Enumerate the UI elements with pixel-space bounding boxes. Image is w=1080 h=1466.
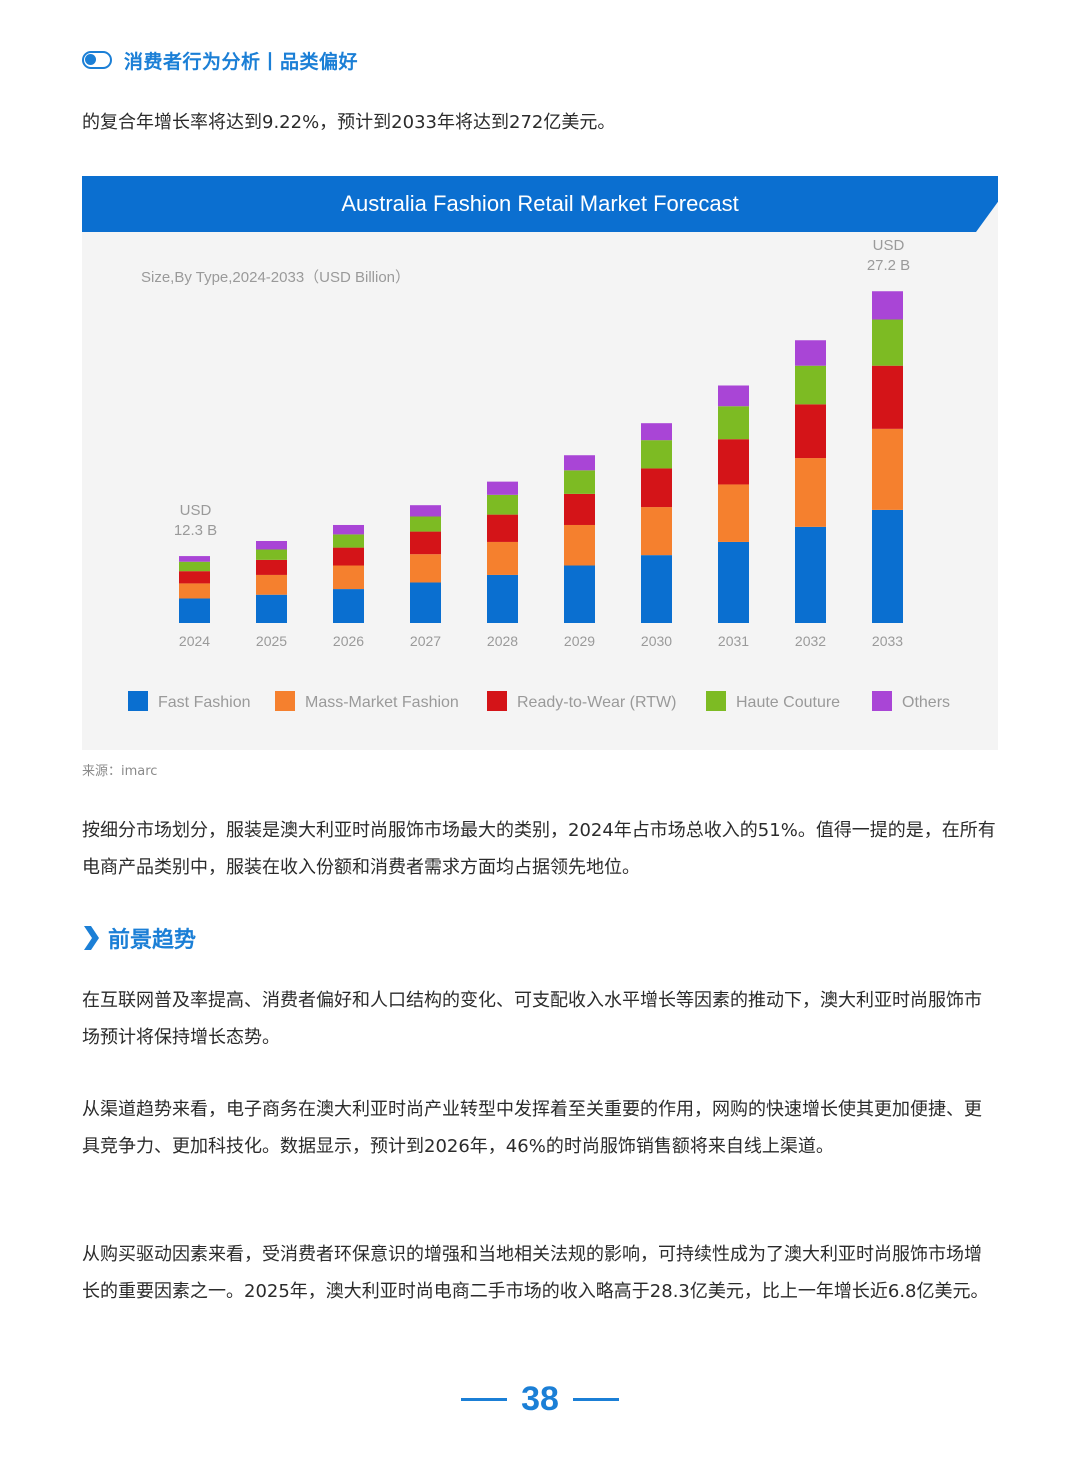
- bar-segment-2027-mass-market-fashion: [410, 554, 441, 583]
- bar-segment-2033-fast-fashion: [872, 509, 903, 623]
- bar-segment-2029-mass-market-fashion: [564, 524, 595, 566]
- bar-segment-2026-fast-fashion: [333, 589, 364, 623]
- bar-segment-2033-haute-couture: [872, 319, 903, 366]
- x-tick-label: 2025: [256, 633, 287, 649]
- bar-segment-2030-haute-couture: [641, 440, 672, 469]
- x-tick-label: 2032: [795, 633, 826, 649]
- bar-segment-2028-haute-couture: [487, 494, 518, 515]
- total-label-unit: USD: [180, 502, 212, 519]
- x-tick-label: 2027: [410, 633, 441, 649]
- legend-swatch: [706, 691, 726, 711]
- bar-segment-2030-ready-to-wear-rtw-: [641, 468, 672, 508]
- page-number: 38: [521, 1379, 559, 1418]
- bar-segment-2031-mass-market-fashion: [718, 484, 749, 542]
- legend-label: Mass-Market Fashion: [305, 694, 459, 711]
- intro-text: 的复合年增长率将达到9.22%，预计到2033年将达到272亿美元。: [82, 112, 616, 133]
- bar-segment-2029-fast-fashion: [564, 565, 595, 623]
- bar-segment-2025-fast-fashion: [256, 594, 287, 623]
- bar-segment-2029-others: [564, 455, 595, 471]
- footer-line-left: [461, 1397, 508, 1401]
- footer-line-right: [572, 1397, 619, 1401]
- bar-segment-2033-ready-to-wear-rtw-: [872, 365, 903, 429]
- legend-label: Ready-to-Wear (RTW): [517, 694, 676, 711]
- x-tick-label: 2028: [487, 633, 518, 649]
- bar-segment-2033-others: [872, 291, 903, 320]
- bar-segment-2032-mass-market-fashion: [795, 458, 826, 527]
- chart-panel: Australia Fashion Retail Market Forecast…: [82, 176, 998, 750]
- legend-swatch: [128, 691, 148, 711]
- legend-swatch: [487, 691, 507, 711]
- bar-segment-2024-ready-to-wear-rtw-: [179, 571, 210, 584]
- bar-segment-2025-ready-to-wear-rtw-: [256, 559, 287, 575]
- bar-segment-2024-mass-market-fashion: [179, 583, 210, 599]
- paragraph-drivers: 从购买驱动因素来看，受消费者环保意识的增强和当地相关法规的影响，可持续性成为了澳…: [82, 1244, 989, 1302]
- bar-segment-2028-others: [487, 481, 518, 495]
- bar-segment-2031-fast-fashion: [718, 541, 749, 623]
- legend-label: Fast Fashion: [158, 694, 250, 711]
- x-tick-label: 2030: [641, 633, 672, 649]
- bar-segment-2025-others: [256, 541, 287, 550]
- bar-segment-2031-others: [718, 385, 749, 407]
- bar-segment-2033-mass-market-fashion: [872, 428, 903, 510]
- chart-source: 来源：imarc: [82, 764, 158, 779]
- x-tick-label: 2026: [333, 633, 364, 649]
- total-label-unit: USD: [873, 237, 905, 254]
- bar-segment-2025-mass-market-fashion: [256, 574, 287, 595]
- section-heading: 前景趋势: [82, 922, 196, 954]
- page-footer: 38: [0, 1374, 1080, 1424]
- bar-segment-2028-mass-market-fashion: [487, 541, 518, 575]
- legend-swatch: [275, 691, 295, 711]
- bar-segment-2025-haute-couture: [256, 549, 287, 560]
- bar-segment-2032-ready-to-wear-rtw-: [795, 404, 826, 459]
- chevron-right-icon: [84, 926, 99, 950]
- toggle-icon: [82, 51, 112, 69]
- bar-segment-2031-ready-to-wear-rtw-: [718, 439, 749, 485]
- total-label-value: 12.3 B: [174, 522, 217, 539]
- legend-swatch: [872, 691, 892, 711]
- legend-label: Haute Couture: [736, 694, 840, 711]
- section-title: 前景趋势: [108, 928, 197, 953]
- bar-segment-2026-haute-couture: [333, 534, 364, 548]
- chart-subtitle: Size,By Type,2024-2033（USD Billion）: [141, 269, 410, 286]
- header-title: 消费者行为分析丨品类偏好: [124, 50, 359, 73]
- x-tick-label: 2024: [179, 633, 210, 649]
- bar-segment-2027-others: [410, 505, 441, 517]
- bar-segment-2029-ready-to-wear-rtw-: [564, 493, 595, 525]
- total-label-value: 27.2 B: [867, 257, 910, 274]
- bar-segment-2029-haute-couture: [564, 470, 595, 494]
- bar-segment-2031-haute-couture: [718, 406, 749, 440]
- chart-title: Australia Fashion Retail Market Forecast: [341, 191, 739, 216]
- bar-segment-2032-haute-couture: [795, 365, 826, 405]
- bar-segment-2030-mass-market-fashion: [641, 507, 672, 556]
- bar-segment-2030-others: [641, 423, 672, 441]
- bar-segment-2032-others: [795, 340, 826, 366]
- x-tick-label: 2029: [564, 633, 595, 649]
- x-tick-label: 2031: [718, 633, 749, 649]
- x-tick-label: 2033: [872, 633, 903, 649]
- bar-segment-2026-ready-to-wear-rtw-: [333, 547, 364, 566]
- bar-segment-2027-haute-couture: [410, 516, 441, 532]
- stacked-bar-chart: Size,By Type,2024-2033（USD Billion） 2024 U…: [128, 237, 950, 711]
- bar-segment-2028-ready-to-wear-rtw-: [487, 514, 518, 542]
- paragraph-outlook: 在互联网普及率提高、消费者偏好和人口结构的变化、可支配收入水平增长等因素的推动下…: [82, 990, 982, 1048]
- page-header: 消费者行为分析丨品类偏好: [82, 44, 358, 76]
- chart-title-bar: Australia Fashion Retail Market Forecast: [82, 176, 998, 232]
- bar-segment-2026-others: [333, 524, 364, 535]
- legend-label: Others: [902, 694, 950, 711]
- bar-segment-2028-fast-fashion: [487, 574, 518, 623]
- bar-segment-2032-fast-fashion: [795, 526, 826, 623]
- bar-segment-2024-haute-couture: [179, 561, 210, 572]
- bar-segment-2027-fast-fashion: [410, 582, 441, 623]
- paragraph-channel: 从渠道趋势来看，电子商务在澳大利亚时尚产业转型中发挥着至关重要的作用，网购的快速…: [82, 1099, 982, 1157]
- bar-segment-2030-fast-fashion: [641, 555, 672, 623]
- bar-segment-2024-fast-fashion: [179, 598, 210, 623]
- bar-segment-2026-mass-market-fashion: [333, 565, 364, 590]
- bar-segment-2024-others: [179, 556, 210, 562]
- bar-segment-2027-ready-to-wear-rtw-: [410, 531, 441, 555]
- paragraph-segment: 按细分市场划分，服装是澳大利亚时尚服饰市场最大的类别，2024年占市场总收入的5…: [82, 820, 996, 878]
